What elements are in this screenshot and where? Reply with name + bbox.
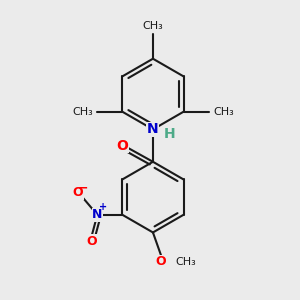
Text: N: N: [92, 208, 103, 221]
Text: +: +: [99, 202, 107, 212]
Text: O: O: [73, 186, 83, 199]
Text: O: O: [155, 255, 166, 268]
Text: O: O: [86, 235, 97, 248]
Text: CH₃: CH₃: [175, 257, 196, 267]
Text: N: N: [147, 122, 159, 136]
Text: O: O: [116, 139, 128, 153]
Text: H: H: [163, 127, 175, 141]
Text: CH₃: CH₃: [142, 21, 163, 31]
Text: CH₃: CH₃: [72, 107, 93, 117]
Text: CH₃: CH₃: [213, 107, 234, 117]
Text: −: −: [77, 182, 88, 195]
